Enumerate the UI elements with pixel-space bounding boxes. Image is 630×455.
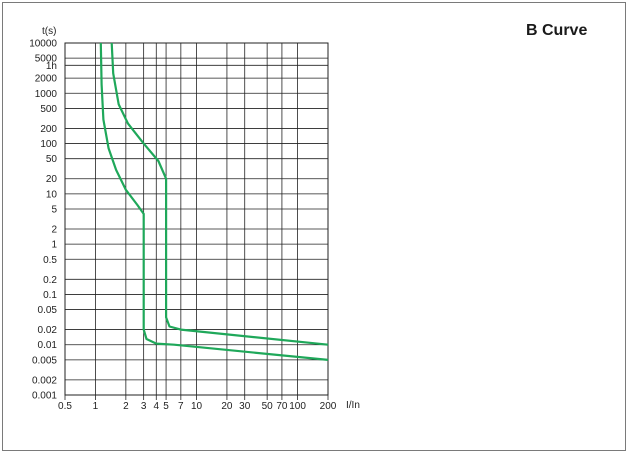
y-tick-label: 1h <box>46 61 57 72</box>
y-axis-label: t(s) <box>42 26 56 37</box>
x-tick-label: 100 <box>289 401 306 412</box>
y-tick-label: 0.05 <box>38 305 58 316</box>
y-tick-label: 0.002 <box>32 375 57 386</box>
y-tick-label: 5 <box>51 204 57 215</box>
y-tick-label: 0.01 <box>38 340 58 351</box>
y-tick-label: 20 <box>46 174 58 185</box>
x-tick-label: 3 <box>141 401 147 412</box>
x-tick-label: 0.5 <box>58 401 72 412</box>
x-tick-label: 30 <box>239 401 251 412</box>
x-tick-label: 4 <box>153 401 159 412</box>
x-tick-label: 200 <box>320 401 337 412</box>
x-tick-label: 20 <box>221 401 233 412</box>
y-tick-label: 2000 <box>35 74 58 85</box>
trip-curve-lower <box>99 42 329 361</box>
y-tick-label: 0.1 <box>43 290 57 301</box>
y-tick-label: 10 <box>46 189 58 200</box>
x-tick-label: 2 <box>123 401 129 412</box>
x-tick-label: 10 <box>191 401 203 412</box>
y-tick-label: 50 <box>46 154 58 165</box>
y-tick-label: 200 <box>40 124 57 135</box>
y-tick-label: 0.001 <box>32 391 57 402</box>
x-tick-labels: 0.5 1 2 3 4 5 7 10 20 30 50 70 100 200 <box>58 401 337 412</box>
x-tick-label: 7 <box>178 401 184 412</box>
y-tick-label: 1000 <box>35 89 58 100</box>
y-tick-label: 0.02 <box>38 325 58 336</box>
y-tick-label: 1 <box>51 240 57 251</box>
y-tick-label: 0.005 <box>32 355 57 366</box>
y-tick-label: 100 <box>40 139 57 150</box>
y-tick-label: 5000 <box>35 54 58 65</box>
y-tick-label: 10000 <box>29 39 57 50</box>
y-tick-label: 500 <box>40 104 57 115</box>
grid <box>64 42 329 400</box>
trip-curve-upper <box>110 42 329 346</box>
x-tick-label: 5 <box>163 401 169 412</box>
y-tick-label: 0.2 <box>43 275 57 286</box>
curves <box>99 42 329 361</box>
x-tick-label: 1 <box>93 401 99 412</box>
y-tick-label: 0.5 <box>43 255 57 266</box>
x-tick-label: 70 <box>276 401 288 412</box>
chart-title: B Curve <box>526 22 588 39</box>
chart-frame <box>2 2 626 451</box>
x-tick-label: 50 <box>262 401 274 412</box>
y-tick-label: 2 <box>51 225 57 236</box>
x-axis-label: I/In <box>346 400 360 411</box>
